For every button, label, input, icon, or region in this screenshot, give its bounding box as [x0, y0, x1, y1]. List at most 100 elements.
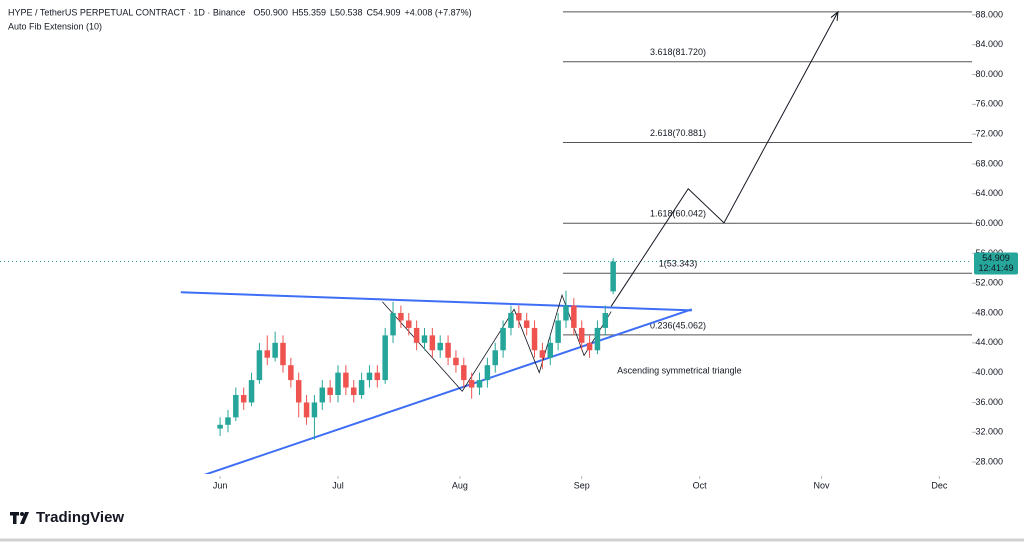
x-tick-label: Dec — [931, 480, 948, 490]
y-tick-label: 60.000 — [975, 218, 1003, 228]
candle-body — [468, 380, 475, 388]
y-tick-label: 88.000 — [975, 9, 1003, 19]
price-tag-value: 54.909 — [982, 253, 1010, 263]
x-tick-label: Sep — [574, 480, 590, 490]
fib-zigzag — [382, 293, 612, 392]
y-tick-label: 76.000 — [975, 99, 1003, 109]
ohlc-value: H55.359 — [292, 7, 326, 17]
candle-body — [335, 372, 341, 395]
candle-body — [437, 342, 443, 351]
candle-body — [594, 327, 601, 351]
fib-level-label: 1(53.343) — [659, 259, 698, 269]
candle-body — [523, 320, 530, 328]
candle-body — [539, 350, 546, 358]
y-tick-label: 72.000 — [975, 129, 1003, 139]
candle-body — [406, 320, 412, 328]
candle-body — [350, 387, 357, 395]
y-tick-label: 80.000 — [975, 69, 1003, 79]
header: HYPE / TetherUS PERPETUAL CONTRACT · 1D … — [8, 7, 472, 17]
arrow-head — [830, 10, 839, 21]
candle-body — [602, 313, 609, 328]
candle-body — [500, 327, 506, 351]
annotation: Ascending symmetrical triangle — [617, 366, 742, 376]
ohlc-value: L50.538 — [330, 7, 363, 17]
candle-body — [413, 327, 420, 343]
candle-body — [280, 342, 286, 366]
ohlc-value: +4.008 (+7.87%) — [405, 7, 472, 17]
candle-body — [240, 395, 247, 403]
symbol-title: HYPE / TetherUS PERPETUAL CONTRACT · 1D … — [8, 7, 245, 17]
candle-body — [272, 342, 278, 358]
candle-body — [610, 261, 616, 292]
y-tick-label: 32.000 — [975, 427, 1003, 437]
candle-body — [508, 313, 514, 328]
candle-body — [264, 350, 271, 358]
y-tick-label: 84.000 — [975, 39, 1003, 49]
candle-body — [374, 372, 381, 381]
x-tick-label: Nov — [813, 480, 830, 490]
candle-body — [366, 372, 373, 381]
axes: 28.000 32.000 36.000 40.000 44.000 48.000 52.0… — [213, 9, 1018, 490]
candle-body — [453, 357, 459, 366]
candle-body — [248, 380, 255, 403]
y-tick-label: 28.000 — [975, 456, 1003, 466]
ohlc-value: C54.909 — [367, 7, 401, 17]
candle-body — [288, 365, 294, 381]
candle-body — [311, 402, 318, 418]
countdown: 12:41:49 — [978, 263, 1013, 273]
y-tick-label: 52.000 — [975, 278, 1003, 288]
trendline — [180, 291, 692, 312]
plot-area: 0.236(45.062) 1(53.343) 1.618(60.042) 2.618… — [0, 10, 972, 474]
candle-body — [327, 387, 333, 395]
candle-body — [295, 380, 302, 403]
candle-body — [429, 335, 436, 351]
ohlc-value: O50.900 — [253, 7, 288, 17]
x-tick-label: Aug — [452, 480, 468, 490]
fib-level-label: 1.618(60.042) — [650, 209, 706, 219]
y-tick-label: 40.000 — [975, 367, 1003, 377]
brand-name: TradingView — [36, 509, 124, 526]
candle-body — [225, 417, 231, 425]
y-tick-label: 68.000 — [975, 158, 1003, 168]
candle-body — [484, 365, 491, 381]
candle-body — [256, 350, 263, 381]
candle-body — [563, 305, 569, 321]
fib-level-label: 3.618(81.720) — [650, 47, 706, 57]
candle-body — [476, 380, 483, 388]
candle-body — [358, 380, 365, 395]
projection-path — [610, 11, 839, 307]
trendline — [203, 308, 693, 474]
indicator-label: Auto Fib Extension (10) — [8, 21, 102, 31]
candle-body — [217, 424, 223, 429]
candle-body — [571, 305, 577, 328]
candle-body — [492, 350, 498, 366]
candle-body — [421, 335, 428, 343]
candle-body — [461, 365, 467, 381]
candle-body — [343, 372, 349, 388]
candle-body — [382, 335, 388, 381]
candle-body — [445, 342, 451, 358]
candle-body — [578, 327, 585, 343]
candle-body — [303, 402, 310, 418]
x-tick-label: Jun — [213, 480, 228, 490]
x-tick-label: Jul — [332, 480, 344, 490]
brand-logo — [10, 512, 29, 524]
candle-body — [547, 342, 554, 358]
x-tick-label: Oct — [693, 480, 708, 490]
candle-body — [398, 313, 404, 321]
candle-body — [516, 313, 522, 321]
y-tick-label: 44.000 — [975, 337, 1003, 347]
fib-level-label: 2.618(70.881) — [650, 128, 706, 138]
y-tick-label: 64.000 — [975, 188, 1003, 198]
candle-body — [390, 313, 396, 336]
y-tick-label: 36.000 — [975, 397, 1003, 407]
candle-body — [233, 395, 239, 418]
candle-body — [531, 327, 538, 351]
candle-body — [555, 320, 561, 343]
fib-level-label: 0.236(45.062) — [650, 320, 706, 330]
price-tag — [974, 252, 1018, 275]
candle-body — [319, 387, 326, 403]
y-tick-label: 48.000 — [975, 307, 1003, 317]
